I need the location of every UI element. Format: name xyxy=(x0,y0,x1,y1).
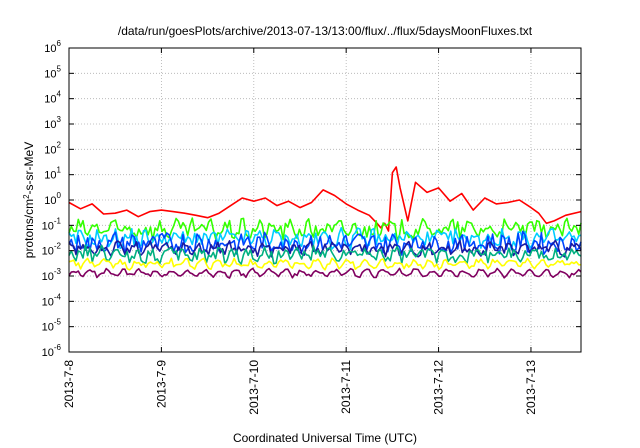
x-tick-labels: 2013-7-8 2013-7-9 2013-7-10 2013-7-11 2013-7… xyxy=(62,360,538,415)
x-tick-label: 2013-7-11 xyxy=(339,360,353,414)
y-tick-label: 105 xyxy=(44,64,61,80)
y-tick-label: 10-1 xyxy=(42,216,62,232)
x-tick-label: 2013-7-9 xyxy=(154,360,168,408)
y-tick-labels: 10-6 10-5 10-4 10-3 10-2 10-1 100 101 102 103 104 1… xyxy=(42,39,62,359)
y-tick-label: 10-4 xyxy=(42,292,62,308)
x-axis-label: Coordinated Universal Time (UTC) xyxy=(233,431,417,445)
y-tick-label: 104 xyxy=(44,90,61,106)
y-tick-label: 103 xyxy=(44,115,61,131)
series-line-8 xyxy=(68,267,582,279)
x-tick-label: 2013-7-8 xyxy=(62,360,76,408)
y-tick-label: 10-5 xyxy=(42,318,62,334)
x-tick-label: 2013-7-10 xyxy=(247,360,261,415)
chart-title: /data/run/goesPlots/archive/2013-07-13/1… xyxy=(118,24,533,38)
x-tick-label: 2013-7-13 xyxy=(524,360,538,415)
y-tick-label: 102 xyxy=(44,140,61,156)
series-line-7 xyxy=(68,257,582,271)
y-tick-label: 106 xyxy=(44,39,61,55)
series-line-6 xyxy=(68,244,582,265)
axis-ticks xyxy=(68,47,581,353)
series-layer xyxy=(68,166,582,279)
y-tick-label: 10-6 xyxy=(42,343,62,359)
series-line-5 xyxy=(68,239,582,258)
y-tick-label: 10-3 xyxy=(42,267,62,283)
y-axis-label: protons/cm2-s-sr-MeV xyxy=(22,142,36,258)
grid xyxy=(69,48,581,352)
series-line-1 xyxy=(68,166,582,232)
x-tick-label: 2013-7-12 xyxy=(432,360,446,415)
y-tick-label: 100 xyxy=(44,191,61,207)
y-tick-label: 10-2 xyxy=(42,242,62,258)
y-tick-label: 101 xyxy=(44,166,61,182)
